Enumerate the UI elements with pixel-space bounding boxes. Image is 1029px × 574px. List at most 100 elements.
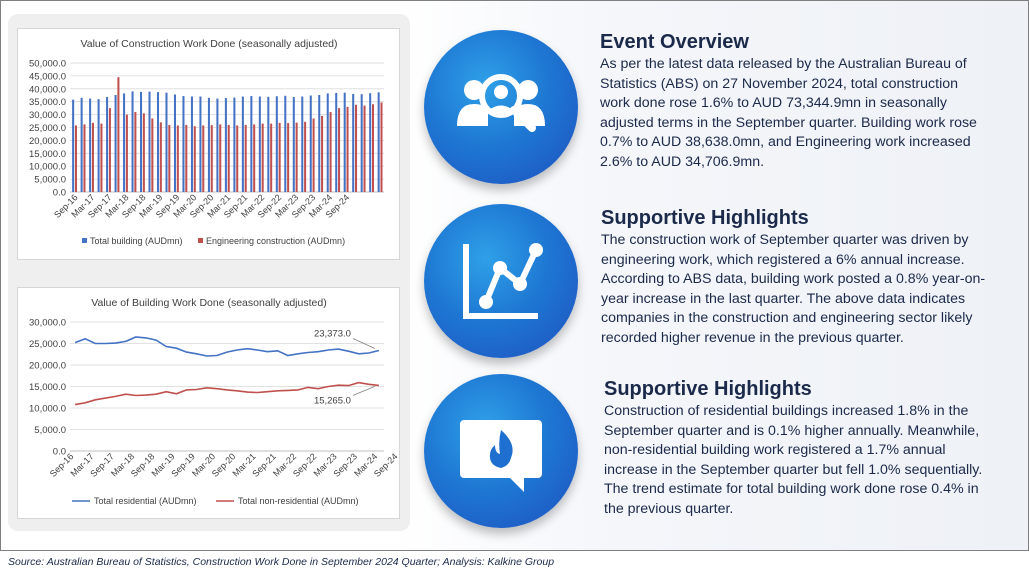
- bar-total-building: [140, 91, 143, 192]
- y-tick-label: 20,000.0: [29, 361, 66, 372]
- building-work-chart-svg: Value of Building Work Done (seasonally …: [29, 297, 400, 506]
- series-line-residential: [74, 336, 380, 357]
- bar-total-building: [233, 97, 236, 192]
- bar-engineering: [168, 124, 171, 192]
- bar-engineering: [125, 114, 128, 192]
- supportive-highlights-text-1: The construction work of September quart…: [601, 231, 1002, 349]
- y-tick-label: 0.0: [53, 188, 66, 199]
- highlights-2-line: The trend estimate for total building wo…: [604, 481, 979, 498]
- highlights-1-line: According to ABS data, building work pos…: [601, 271, 986, 288]
- source-note: Source: Australian Bureau of Statistics,…: [8, 556, 555, 568]
- y-tick-label: 15,000.0: [29, 149, 66, 160]
- bar-total-building: [131, 91, 134, 192]
- y-tick-label: 10,000.0: [29, 162, 66, 173]
- y-tick-label: 25,000.0: [29, 339, 66, 350]
- bar-total-building: [301, 96, 304, 192]
- legend-label: Engineering construction (AUDmn): [206, 236, 345, 246]
- bar-total-building: [377, 92, 380, 192]
- bar-total-building: [284, 95, 287, 192]
- bar-total-building: [114, 94, 117, 192]
- event-overview-line: work done rose 1.6% to AUD 73,344.9mn in…: [600, 95, 948, 112]
- y-tick-label: 25,000.0: [29, 123, 66, 134]
- bar-total-building: [80, 97, 83, 192]
- chart-title: Value of Construction Work Done (seasona…: [81, 38, 338, 50]
- bar-engineering: [236, 125, 239, 192]
- bar-engineering: [142, 113, 145, 192]
- y-tick-label: 50,000.0: [29, 59, 66, 70]
- series-line-non-residential: [74, 381, 379, 406]
- highlights-1-line: The construction work of September quart…: [601, 232, 969, 248]
- bar-total-building: [182, 96, 185, 192]
- highlights-2-line: the previous quarter.: [604, 500, 734, 517]
- event-overview-line: 0.7% to AUD 38,638.0mn, and Engineering …: [600, 134, 971, 151]
- bar-total-building: [309, 95, 312, 192]
- bar-total-building: [199, 96, 202, 192]
- highlights-1-line: year increase in the last quarter. The a…: [601, 290, 966, 307]
- bar-total-building: [72, 99, 75, 192]
- highlights-circle-1: [424, 204, 578, 358]
- y-tick-label: 15,000.0: [29, 382, 66, 393]
- bar-engineering: [159, 122, 162, 192]
- legend-swatch: [198, 238, 203, 243]
- bar-engineering: [219, 124, 222, 192]
- bar-engineering: [185, 124, 188, 192]
- bar-engineering: [261, 123, 264, 192]
- y-tick-label: 30,000.0: [29, 110, 66, 121]
- highlights-1-line: engineering work, which registered a 6% …: [601, 251, 965, 268]
- legend-label: Total residential (AUDmn): [94, 496, 197, 506]
- bar-total-building: [343, 92, 346, 192]
- bar-engineering: [91, 122, 94, 192]
- supportive-highlights-title-1: Supportive Highlights: [601, 207, 809, 229]
- event-overview-line: adjusted terms in the September quarter.…: [600, 114, 977, 131]
- y-tick-label: 5,000.0: [34, 175, 66, 186]
- legend-label: Total building (AUDmn): [90, 236, 183, 246]
- bar-total-building: [267, 96, 270, 192]
- highlights-1-line: companies in the construction and engine…: [601, 310, 973, 327]
- bar-engineering: [193, 126, 196, 192]
- bar-engineering: [363, 105, 366, 192]
- bar-engineering: [100, 123, 103, 192]
- annotation-label: 23,373.0: [314, 328, 351, 339]
- event-overview-text: As per the latest data released by the A…: [600, 55, 1000, 173]
- supportive-highlights-title-2: Supportive Highlights: [604, 378, 812, 400]
- construction-work-chart: Value of Construction Work Done (seasona…: [17, 28, 400, 260]
- event-overview-title: Event Overview: [600, 31, 749, 53]
- bar-engineering: [355, 104, 358, 192]
- overview-circle: [424, 30, 578, 184]
- y-tick-label: 40,000.0: [29, 84, 66, 95]
- bar-engineering: [346, 106, 349, 192]
- bar-engineering: [371, 104, 375, 192]
- bar-total-building: [216, 98, 219, 192]
- bar-engineering: [227, 124, 230, 192]
- bar-total-building: [224, 98, 227, 192]
- bar-engineering: [287, 123, 290, 192]
- bar-total-building: [275, 96, 278, 192]
- line-chart-icon: [463, 243, 543, 319]
- event-overview-line: 2.6% to AUD 34,706.9mn.: [600, 153, 765, 170]
- bar-total-building: [292, 97, 295, 192]
- bar-engineering: [253, 124, 256, 192]
- bar-engineering: [151, 118, 154, 192]
- bar-engineering: [108, 108, 111, 192]
- event-overview-line: Statistics (ABS) on 27 November 2024, to…: [600, 75, 959, 92]
- bar-total-building: [165, 92, 168, 192]
- highlights-2-line: September quarter and is 0.1% higher ann…: [604, 422, 980, 439]
- y-tick-label: 30,000.0: [29, 318, 66, 329]
- bar-engineering: [321, 115, 324, 192]
- y-tick-label: 5,000.0: [34, 425, 66, 436]
- highlights-2-line: increase in the September quarter but fe…: [604, 461, 983, 478]
- bar-engineering: [295, 122, 298, 192]
- bar-total-building: [190, 96, 193, 192]
- bar-engineering: [278, 122, 281, 192]
- bar-engineering: [74, 125, 77, 192]
- highlights-circle-2: [424, 374, 578, 528]
- legend-label: Total non-residential (AUDmn): [238, 496, 359, 506]
- chart-title: Value of Building Work Done (seasonally …: [91, 297, 326, 309]
- annotation-leader: [352, 385, 376, 396]
- y-tick-label: 45,000.0: [29, 71, 66, 82]
- highlights-2-line: Construction of residential buildings in…: [604, 403, 969, 419]
- people-search-icon: [457, 74, 545, 132]
- bar-total-building: [156, 92, 160, 192]
- annotation-label: 15,265.0: [314, 395, 351, 406]
- bar-engineering: [210, 125, 213, 192]
